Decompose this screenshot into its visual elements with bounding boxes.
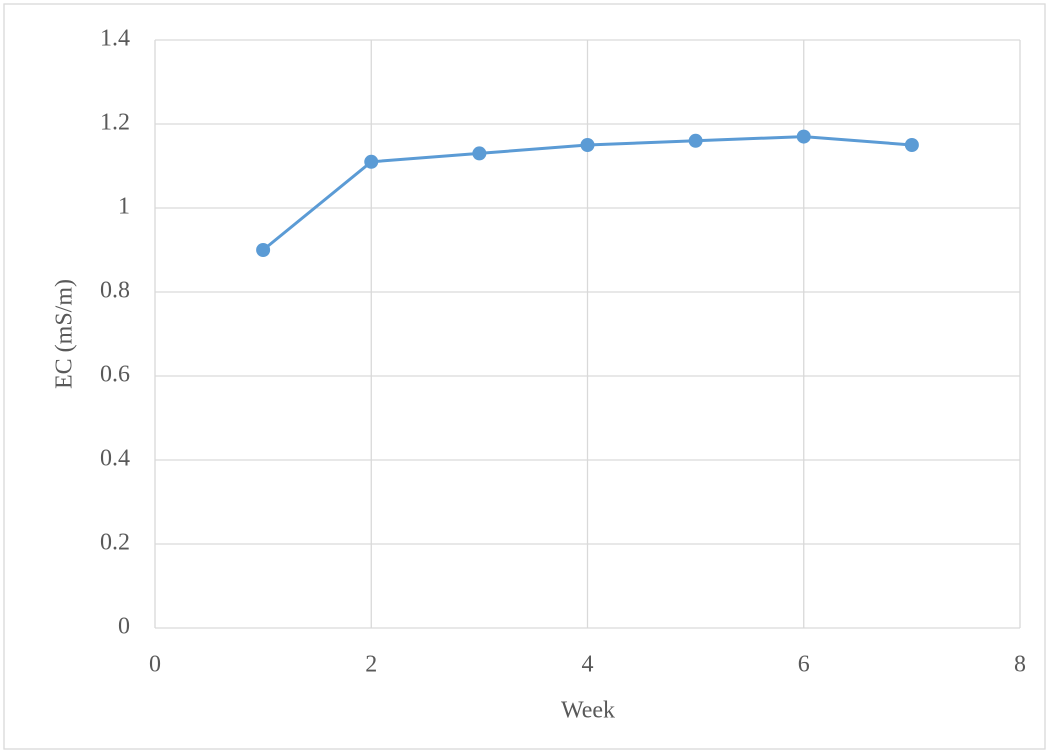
data-point	[904, 138, 919, 152]
y-tick-label: 0.8	[100, 278, 130, 304]
y-tick-label: 0	[118, 614, 130, 640]
data-point	[364, 154, 379, 169]
y-axis-label: EC (mS/m)	[52, 279, 78, 389]
data-point	[580, 138, 595, 152]
y-tick-label: 0.6	[100, 362, 130, 388]
data-point	[472, 146, 487, 161]
data-point	[688, 133, 703, 148]
x-tick-label: 2	[365, 652, 377, 678]
y-tick-label: 1.4	[100, 26, 130, 52]
x-tick-label: 8	[1014, 652, 1026, 678]
data-point	[256, 243, 271, 257]
x-axis-label: Week	[561, 698, 615, 724]
y-tick-label: 0.2	[100, 530, 130, 556]
data-point	[796, 129, 811, 144]
y-tick-label: 0.4	[100, 446, 130, 472]
y-tick-label: 1	[118, 194, 130, 220]
x-tick-label: 0	[149, 652, 161, 678]
x-tick-label: 4	[582, 652, 594, 678]
x-tick-label: 6	[798, 652, 810, 678]
y-tick-label: 1.2	[100, 110, 130, 136]
